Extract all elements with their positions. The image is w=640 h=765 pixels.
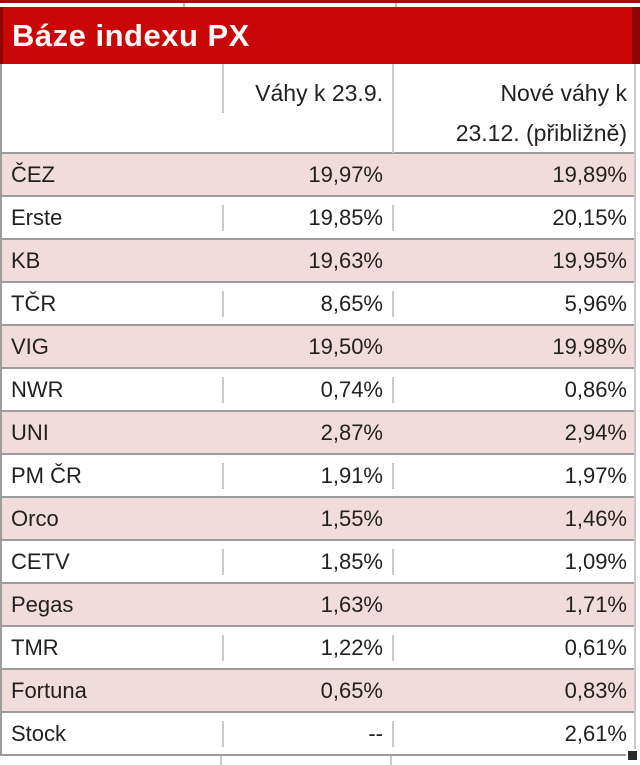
new-weight-cell: 1,46% [564,505,627,531]
ticker-cell: TMR [11,634,59,660]
new-weight-cell: 19,95% [552,247,627,273]
old-weight-cell: 2,87% [320,419,383,445]
new-weight-cell: 5,96% [392,290,634,317]
old-weight-cell: 19,85% [222,204,392,231]
old-weight-cell: 1,63% [320,591,383,617]
table-body: ČEZ 19,97% 19,89% Erste 19,85% 20,15% KB 19,63%… [2,152,634,754]
table-row: UNI 2,87% 2,94% [2,410,634,453]
table-row: CETV 1,85% 1,09% [2,539,634,582]
ticker-cell: TČR [11,290,57,316]
table-row: VIG 19,50% 19,98% [2,324,634,367]
table-row: ČEZ 19,97% 19,89% [2,152,634,195]
new-weight-cell: 0,86% [392,376,634,403]
old-weight-cell: -- [222,720,392,747]
old-weight-cell: 1,22% [222,634,392,661]
old-weight-cell: 19,97% [308,161,383,187]
old-weight-cell: 8,65% [222,290,392,317]
new-weight-cell: 0,61% [392,634,634,661]
gridline-tick [183,3,185,8]
new-weight-cell: 2,61% [392,720,634,747]
ticker-cell: Pegas [11,591,74,617]
gridline-tick [395,3,397,8]
table-row: KB 19,63% 19,95% [2,238,634,281]
table-title-banner: Báze indexu PX [0,7,640,64]
table-row: TMR 1,22% 0,61% [2,625,634,668]
table-row: Erste 19,85% 20,15% [2,195,634,238]
ticker-cell: Erste [11,204,63,230]
old-weight-cell: 0,74% [222,376,392,403]
table-row: TČR 8,65% 5,96% [2,281,634,324]
old-weight-cell: 1,85% [222,548,392,575]
header-new-weights-line2: 23.12. (přibližně) [455,120,627,146]
header-cell-new-weights: Nové váhy k 23.12. (přibližně) [392,64,634,153]
new-weight-cell: 1,09% [392,548,634,575]
ticker-cell: UNI [11,419,49,445]
table-header-row: Váhy k 23.9. Nové váhy k 23.12. (přibliž… [2,64,634,153]
table-title: Báze indexu PX [12,17,250,53]
old-weight-cell: 1,91% [222,462,392,489]
weights-table: Váhy k 23.9. Nové váhy k 23.12. (přibliž… [0,64,636,756]
ticker-cell: PM ČR [11,462,82,488]
new-weight-cell: 1,97% [392,462,634,489]
old-weight-cell: 0,65% [320,677,383,703]
ticker-cell: VIG [11,333,49,359]
table-row: Fortuna 0,65% 0,83% [2,668,634,711]
table-row: PM ČR 1,91% 1,97% [2,453,634,496]
gridline-tick [220,756,222,765]
new-weight-cell: 1,71% [564,591,627,617]
ticker-cell: Orco [11,505,59,531]
table-row: NWR 0,74% 0,86% [2,367,634,410]
new-weight-cell: 19,98% [552,333,627,359]
old-weight-cell: 19,50% [308,333,383,359]
ticker-cell: CETV [11,548,70,574]
old-weight-cell: 1,55% [320,505,383,531]
new-weight-cell: 0,83% [564,677,627,703]
ticker-cell: KB [11,247,41,273]
ticker-cell: Stock [11,720,67,746]
ticker-cell: Fortuna [11,677,87,703]
new-weight-cell: 2,94% [564,419,627,445]
table-row: Orco 1,55% 1,46% [2,496,634,539]
new-weight-cell: 20,15% [392,204,634,231]
cropped-row-edge [0,0,640,3]
table-row: Stock -- 2,61% [2,711,634,754]
table-row: Pegas 1,63% 1,71% [2,582,634,625]
new-weight-cell: 19,89% [552,161,627,187]
ticker-cell: ČEZ [11,161,55,187]
gridline-tick [390,756,392,765]
fill-handle-icon[interactable] [626,749,637,760]
header-new-weights-line1: Nové váhy k [500,80,627,106]
old-weight-cell: 19,63% [308,247,383,273]
ticker-cell: NWR [11,376,64,402]
header-cell-old-weights: Váhy k 23.9. [222,64,392,113]
